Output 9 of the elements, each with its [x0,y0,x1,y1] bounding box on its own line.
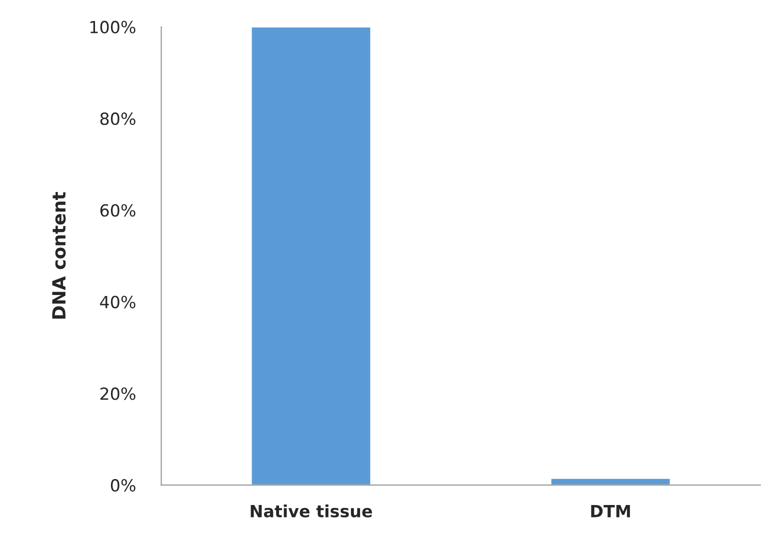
y-axis-title: DNA content [52,192,66,319]
x-tick-label: DTM [591,505,630,518]
y-tick-label: 40% [100,296,136,308]
y-tick-label: 0% [110,479,136,492]
y-tick-label: 100% [90,20,136,34]
y-tick-label: 60% [100,204,136,217]
y-tick-label: 20% [100,387,136,400]
y-tick-label: 80% [100,112,136,126]
x-tick-label: Native tissue [250,504,372,518]
